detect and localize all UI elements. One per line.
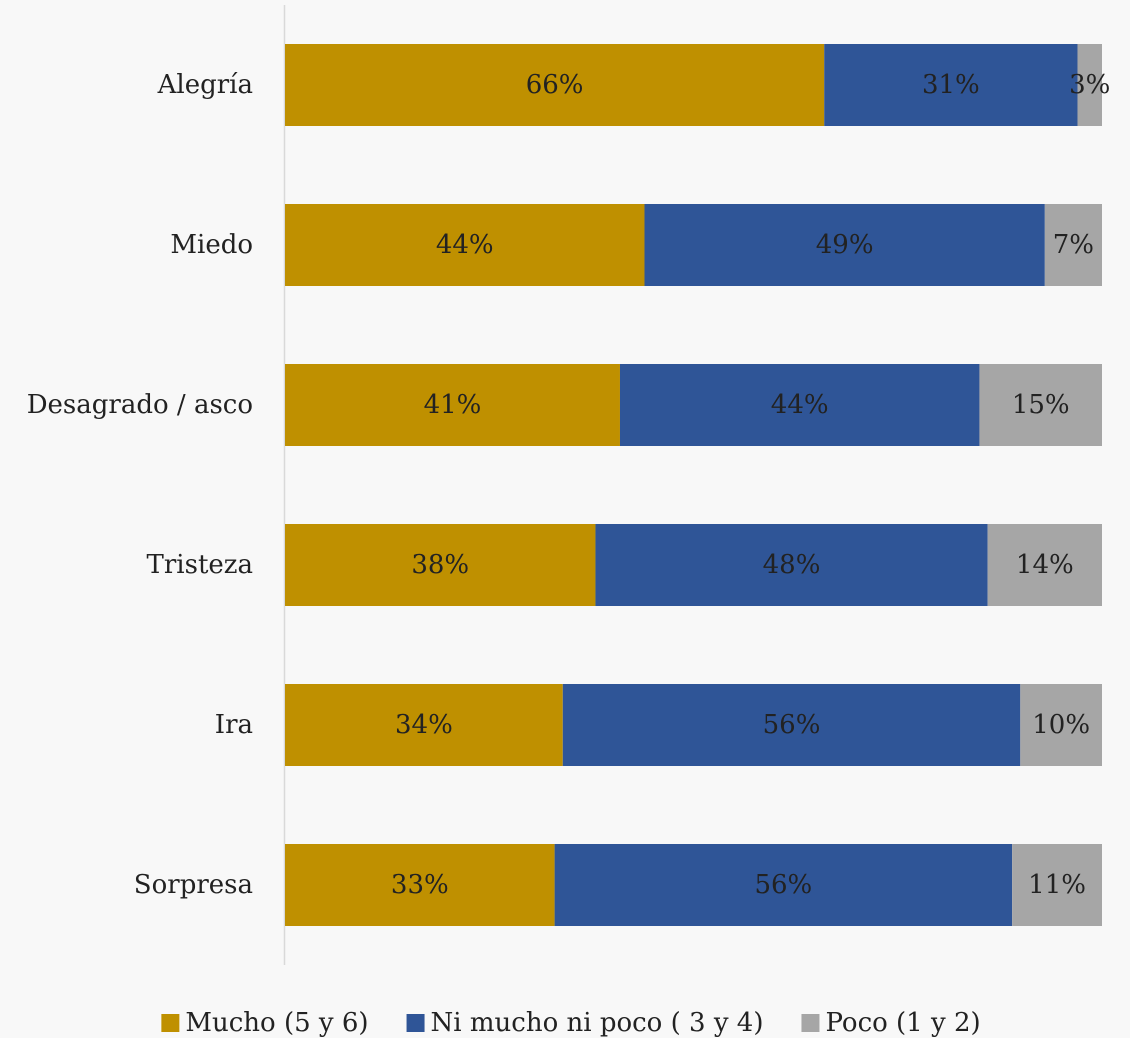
legend-swatch-series-1 bbox=[161, 1014, 180, 1032]
category-label-ira: Ira bbox=[215, 710, 253, 740]
data-label-ira-series-3: 10% bbox=[1032, 710, 1090, 740]
legend-label-series-2: Ni mucho ni poco ( 3 y 4) bbox=[431, 1008, 764, 1038]
legend-swatch-series-3 bbox=[801, 1014, 820, 1032]
bar-miedo-series-2 bbox=[644, 204, 1045, 286]
data-label-miedo-series-1: 44% bbox=[436, 230, 494, 260]
legend-label-series-1: Mucho (5 y 6) bbox=[185, 1008, 368, 1038]
data-label-miedo-series-2: 49% bbox=[816, 230, 874, 260]
category-label-sorpresa: Sorpresa bbox=[134, 870, 253, 900]
bar-ira-series-3 bbox=[1020, 684, 1102, 766]
data-label-tristeza-series-3: 14% bbox=[1016, 550, 1074, 580]
bar-miedo-series-1 bbox=[285, 204, 645, 286]
category-label-desagrado-asco: Desagrado / asco bbox=[27, 390, 253, 420]
data-label-miedo-series-3: 7% bbox=[1053, 230, 1094, 260]
bar-tristeza-series-1 bbox=[285, 524, 596, 606]
legend-swatch-series-2 bbox=[406, 1014, 425, 1032]
data-label-alegria-series-2: 31% bbox=[922, 70, 980, 100]
bar-ira-series-2 bbox=[562, 684, 1021, 766]
bar-alegria-series-1 bbox=[285, 44, 825, 126]
data-label-sorpresa-series-2: 56% bbox=[754, 870, 812, 900]
category-labels: Alegría Miedo Desagrado / asco Tristeza Ira S… bbox=[27, 70, 253, 900]
data-label-tristeza-series-2: 48% bbox=[763, 550, 821, 580]
bar-sorpresa-series-2 bbox=[554, 844, 1013, 926]
legend: Mucho (5 y 6) Ni mucho ni poco ( 3 y 4) Po… bbox=[161, 1008, 981, 1038]
bar-desagrado-asco-series-2 bbox=[619, 364, 980, 446]
data-label-tristeza-series-1: 38% bbox=[411, 550, 469, 580]
data-label-ira-series-2: 56% bbox=[763, 710, 821, 740]
bar-tristeza-series-2 bbox=[595, 524, 988, 606]
bars-group bbox=[285, 44, 1102, 926]
bar-desagrado-asco-series-3 bbox=[979, 364, 1102, 446]
data-label-desagrado-asco-series-3: 15% bbox=[1012, 390, 1070, 420]
data-label-desagrado-asco-series-2: 44% bbox=[771, 390, 829, 420]
category-label-alegria: Alegría bbox=[157, 70, 253, 100]
bar-alegria-series-3 bbox=[1077, 44, 1102, 126]
bar-tristeza-series-3 bbox=[987, 524, 1102, 606]
bar-sorpresa-series-1 bbox=[285, 844, 555, 926]
category-label-tristeza: Tristeza bbox=[147, 550, 253, 580]
bar-sorpresa-series-3 bbox=[1012, 844, 1102, 926]
data-label-alegria-series-1: 66% bbox=[526, 70, 584, 100]
category-label-miedo: Miedo bbox=[170, 230, 253, 260]
data-label-desagrado-asco-series-1: 41% bbox=[424, 390, 482, 420]
bar-miedo-series-3 bbox=[1044, 204, 1102, 286]
bar-ira-series-1 bbox=[285, 684, 563, 766]
data-label-ira-series-1: 34% bbox=[395, 710, 453, 740]
data-label-sorpresa-series-3: 11% bbox=[1028, 870, 1086, 900]
data-labels: 66% 31% 3% 44% 49% 7% 41% 44% 15% 38% 48% 14% 34% 56%… bbox=[391, 70, 1110, 900]
data-label-sorpresa-series-1: 33% bbox=[391, 870, 449, 900]
bar-alegria-series-2 bbox=[824, 44, 1078, 126]
bar-desagrado-asco-series-1 bbox=[285, 364, 620, 446]
data-label-alegria-series-3: 3% bbox=[1069, 70, 1110, 100]
legend-label-series-3: Poco (1 y 2) bbox=[825, 1008, 980, 1038]
